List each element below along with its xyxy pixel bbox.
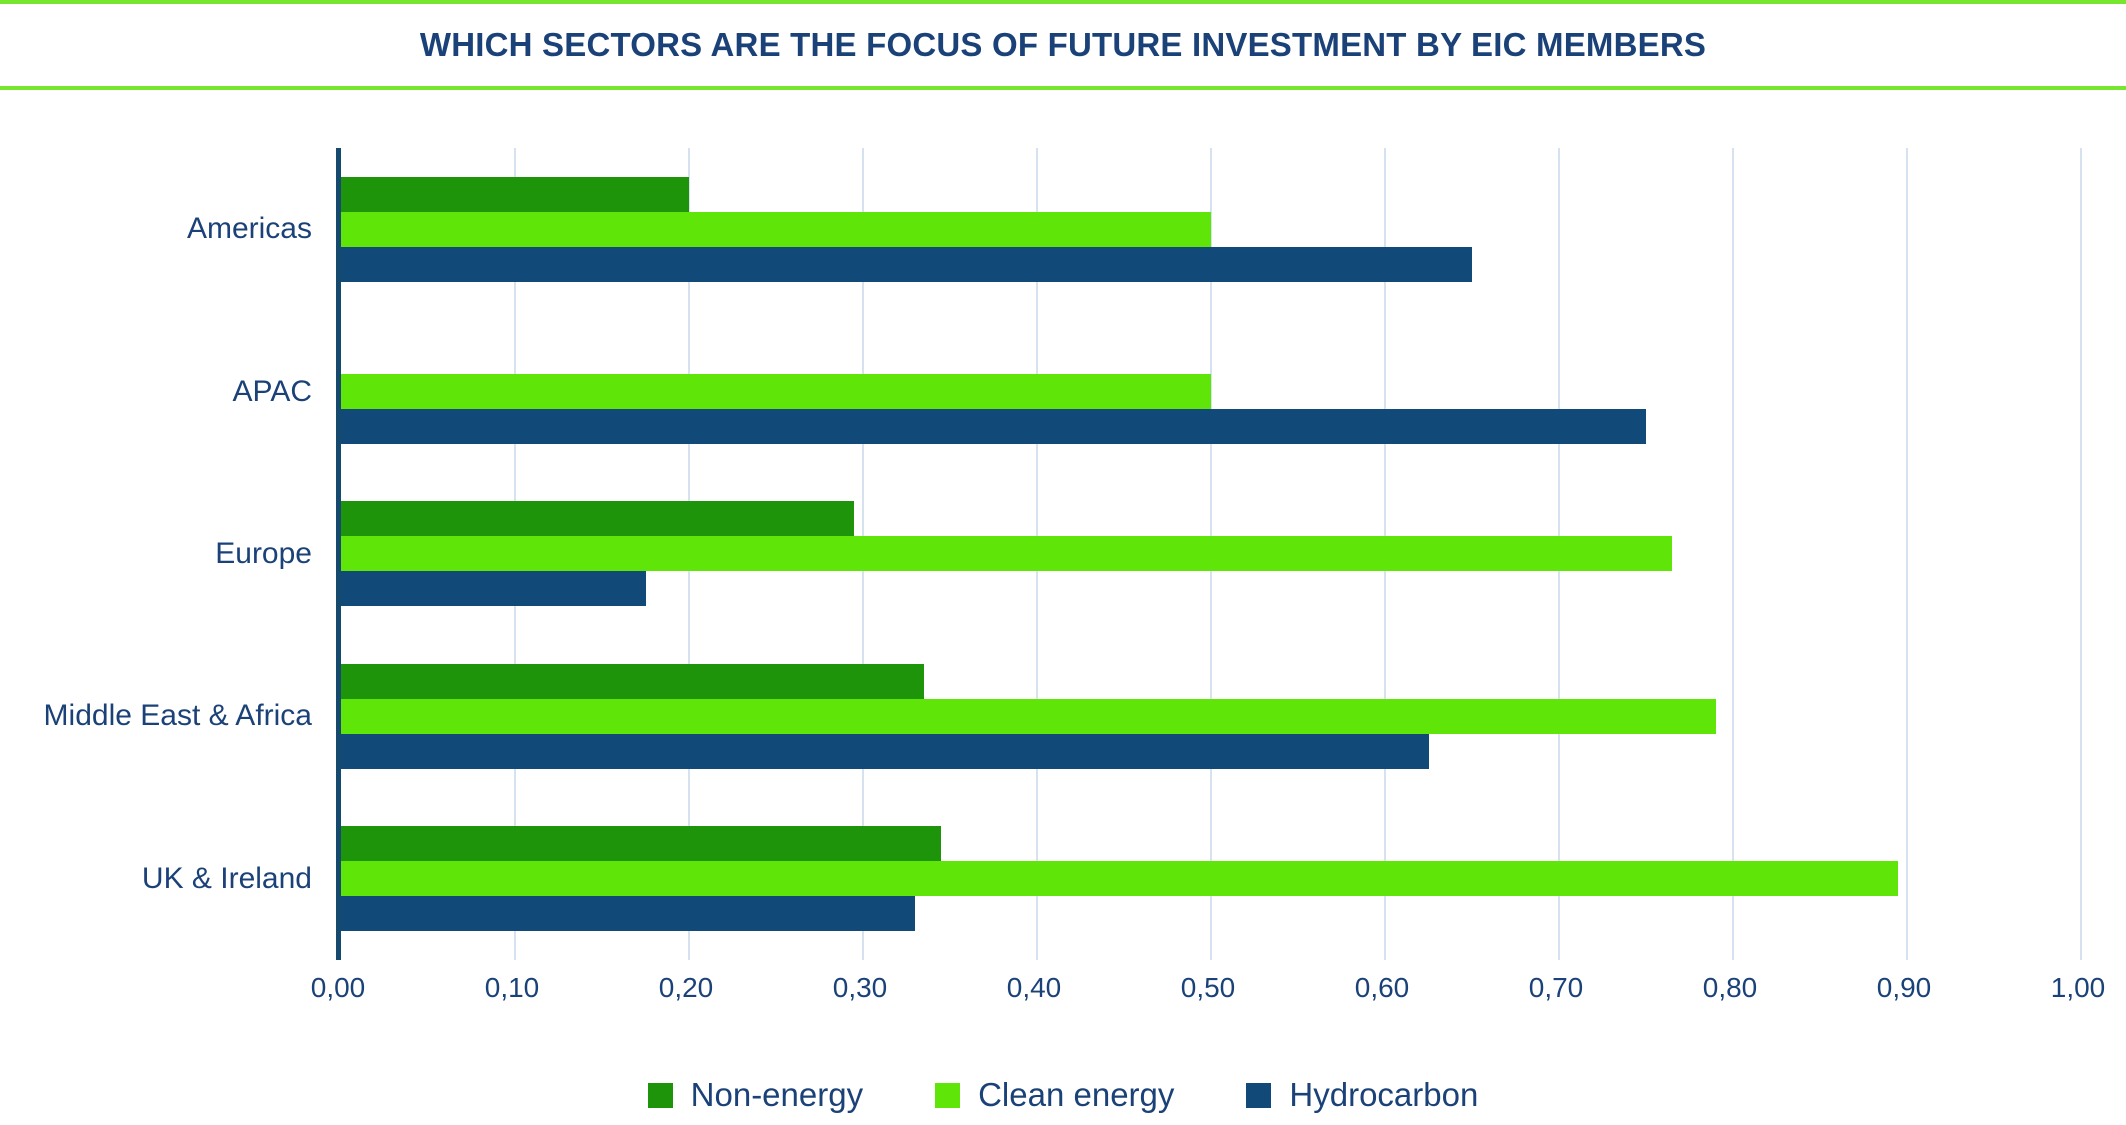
category-label: Europe	[215, 536, 312, 570]
legend-item-non-energy: Non-energy	[647, 1076, 864, 1114]
top-accent-line	[0, 0, 2126, 4]
x-tick-label: 0,00	[310, 972, 366, 1003]
legend-swatch-clean-energy	[935, 1082, 961, 1108]
bar-clean-energy	[341, 374, 1211, 410]
bar-clean-energy	[341, 211, 1211, 247]
x-tick-label: 0,20	[658, 972, 714, 1003]
bar-clean-energy	[341, 698, 1716, 734]
x-tick-label: 0,50	[1180, 972, 1236, 1003]
bar-hydrocarbon	[341, 246, 1472, 282]
gridline	[1732, 148, 1734, 960]
bar-non-energy	[341, 663, 924, 699]
legend: Non-energy Clean energy Hydrocarbon	[0, 1065, 2126, 1125]
bar-group	[341, 310, 2081, 472]
bar-non-energy	[341, 501, 855, 537]
category-axis: Americas APAC Europe Middle East & Africa UK…	[0, 148, 312, 960]
chart-header: WHICH SECTORS ARE THE FOCUS OF FUTURE IN…	[0, 4, 2126, 86]
x-tick-label: 0,80	[1702, 972, 1758, 1003]
bar-hydrocarbon	[341, 409, 1646, 445]
bar-group	[341, 473, 2081, 635]
bar-clean-energy	[341, 536, 1673, 572]
gridline	[2080, 148, 2082, 960]
legend-swatch-hydrocarbon	[1246, 1082, 1272, 1108]
plot-area	[336, 148, 2082, 960]
bar-chart: Americas APAC Europe Middle East & Africa UK…	[0, 90, 2126, 1125]
x-tick-label: 0,30	[832, 972, 888, 1003]
bar-hydrocarbon	[341, 896, 916, 932]
x-tick-label: 0,60	[1354, 972, 1410, 1003]
x-tick-label: 0,40	[1006, 972, 1062, 1003]
bar-group	[341, 148, 2081, 310]
gridline	[1906, 148, 1908, 960]
x-tick-label: 1,00	[2050, 972, 2106, 1003]
bar-hydrocarbon	[341, 733, 1429, 769]
legend-item-clean-energy: Clean energy	[935, 1076, 1174, 1114]
legend-label: Hydrocarbon	[1289, 1076, 1479, 1113]
x-tick-label: 0,70	[1528, 972, 1584, 1003]
chart-title: WHICH SECTORS ARE THE FOCUS OF FUTURE IN…	[419, 26, 1707, 63]
bar-clean-energy	[341, 861, 1899, 897]
bar-group	[341, 798, 2081, 960]
bar-hydrocarbon	[341, 571, 646, 607]
bar-non-energy	[341, 826, 942, 862]
x-tick-label: 0,10	[484, 972, 540, 1003]
legend-item-hydrocarbon: Hydrocarbon	[1246, 1076, 1478, 1114]
x-axis-ticks: 0,00 0,10 0,20 0,30 0,40 0,50 0,60 0,70 0,80 0,90…	[311, 972, 2106, 1016]
category-label: Americas	[186, 212, 312, 246]
legend-label: Clean energy	[978, 1076, 1175, 1113]
bar-group	[341, 635, 2081, 797]
x-tick-label: 0,90	[1876, 972, 1932, 1003]
category-label: APAC	[232, 374, 312, 408]
header-divider-line	[0, 86, 2126, 90]
category-label: Middle East & Africa	[43, 699, 312, 733]
legend-swatch-non-energy	[647, 1082, 673, 1108]
category-label: UK & Ireland	[141, 861, 312, 895]
legend-label: Non-energy	[690, 1076, 864, 1113]
bar-non-energy	[341, 176, 689, 212]
